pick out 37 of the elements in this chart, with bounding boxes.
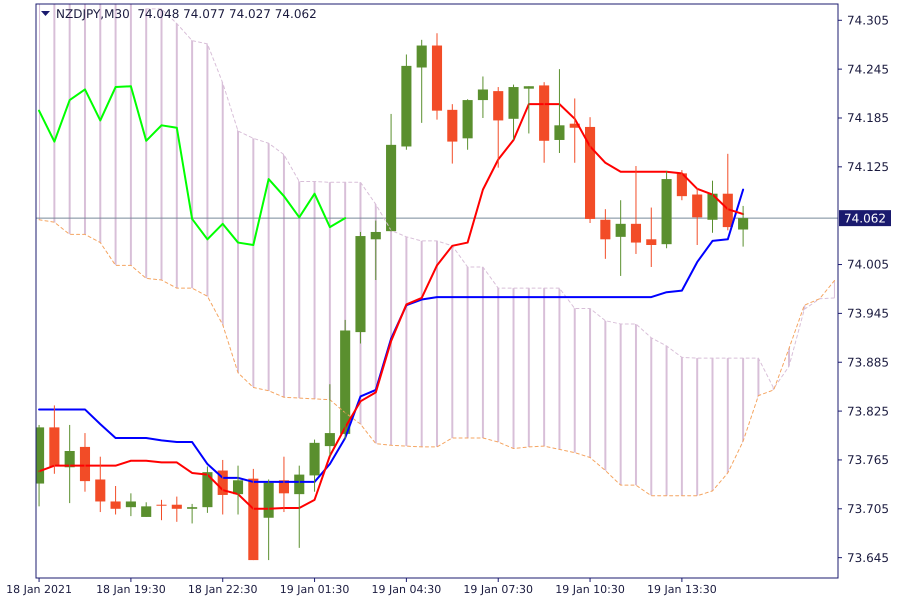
x-tick-label: 19 Jan 10:30 bbox=[555, 583, 625, 596]
y-tick-label: 73.885 bbox=[847, 355, 889, 370]
x-tick-label: 19 Jan 07:30 bbox=[463, 583, 534, 596]
candlestick bbox=[370, 220, 381, 281]
candlestick bbox=[172, 496, 182, 522]
candlestick bbox=[692, 188, 702, 246]
x-tick-label: 18 Jan 22:30 bbox=[188, 583, 258, 596]
candlestick bbox=[493, 86, 504, 168]
candlestick bbox=[508, 84, 519, 140]
candlestick bbox=[187, 503, 198, 524]
line-series bbox=[38, 85, 346, 246]
x-tick-label: 18 Jan 19:30 bbox=[96, 583, 166, 596]
chart-title: NZDJPY,M30 74.048 74.077 74.027 74.062 bbox=[56, 7, 317, 21]
candlestick bbox=[462, 98, 473, 150]
ref-line-label: 74.062 bbox=[844, 211, 886, 226]
candlestick bbox=[95, 456, 106, 513]
x-tick-label: 18 Jan 2021 bbox=[6, 583, 72, 596]
x-tick-label: 19 Jan 13:30 bbox=[647, 583, 717, 596]
y-tick-label: 74.305 bbox=[847, 13, 889, 28]
y-tick-label: 73.705 bbox=[847, 502, 889, 516]
candlestick bbox=[110, 485, 121, 515]
line-series bbox=[38, 219, 836, 496]
y-tick-label: 73.945 bbox=[847, 306, 889, 321]
y-tick-label: 74.005 bbox=[847, 258, 889, 272]
x-tick-label: 19 Jan 01:30 bbox=[280, 583, 350, 596]
y-tick-label: 74.245 bbox=[847, 62, 889, 76]
candlestick bbox=[524, 86, 534, 134]
candlestick bbox=[738, 205, 748, 248]
y-tick-label: 74.185 bbox=[847, 111, 889, 126]
y-tick-label: 73.765 bbox=[847, 453, 889, 468]
candlestick bbox=[156, 499, 167, 521]
y-tick-label: 73.645 bbox=[847, 550, 889, 565]
y-tick-label: 74.125 bbox=[847, 160, 889, 174]
y-tick-label: 73.825 bbox=[847, 404, 889, 418]
line-series bbox=[38, 103, 744, 510]
candlestick bbox=[646, 207, 656, 268]
x-tick-label: 19 Jan 04:30 bbox=[372, 583, 442, 596]
